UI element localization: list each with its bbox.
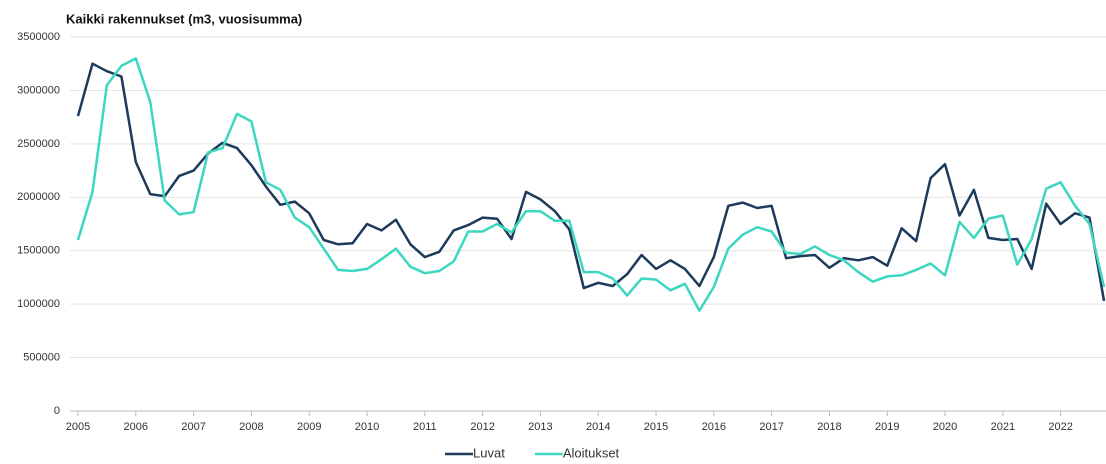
y-tick-label: 2500000 — [17, 138, 60, 150]
y-tick-label: 1000000 — [17, 298, 60, 310]
line-series — [76, 62, 1106, 302]
x-tick-label: 2016 — [702, 421, 726, 433]
legend-label: Aloitukset — [563, 445, 620, 460]
line-series — [76, 57, 1106, 312]
x-tick-label: 2006 — [124, 421, 148, 433]
x-tick-label: 2020 — [933, 421, 957, 433]
y-tick-label: 0 — [54, 405, 60, 417]
y-tick-label: 3500000 — [17, 31, 60, 43]
x-tick-label: 2019 — [875, 421, 899, 433]
x-tick-label: 2013 — [528, 421, 552, 433]
x-tick-label: 2011 — [413, 421, 437, 433]
x-tick-label: 2017 — [759, 421, 783, 433]
x-tick-label: 2015 — [644, 421, 668, 433]
x-tick-label: 2012 — [470, 421, 494, 433]
legend-label: Luvat — [473, 445, 505, 460]
x-tick-label: 2007 — [181, 421, 205, 433]
y-tick-label: 3000000 — [17, 84, 60, 96]
x-tick-label: 2008 — [239, 421, 263, 433]
x-tick-label: 2005 — [66, 421, 90, 433]
y-tick-label: 500000 — [23, 351, 60, 363]
x-tick-label: 2021 — [991, 421, 1015, 433]
x-tick-label: 2009 — [297, 421, 321, 433]
y-tick-label: 1500000 — [17, 245, 60, 257]
x-tick-label: 2014 — [586, 421, 610, 433]
x-tick-label: 2010 — [355, 421, 379, 433]
chart-title: Kaikki rakennukset (m3, vuosisumma) — [66, 11, 302, 26]
y-tick-label: 2000000 — [17, 191, 60, 203]
x-tick-label: 2018 — [817, 421, 841, 433]
x-tick-label: 2022 — [1048, 421, 1072, 433]
